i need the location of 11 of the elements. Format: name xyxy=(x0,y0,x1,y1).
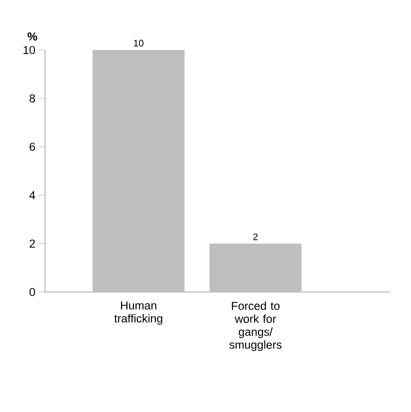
x-tick-label: Human trafficking xyxy=(114,302,162,325)
y-tick-label: 6 xyxy=(30,142,35,151)
y-tick-label: 4 xyxy=(29,191,36,200)
y-tick-label: 10 xyxy=(24,46,36,54)
data-label: 10 xyxy=(134,40,144,46)
y-tick-label: 2 xyxy=(30,240,35,248)
x-tick-label: Forced to work for gangs/ smugglers xyxy=(229,302,282,352)
y-tick-label: 8 xyxy=(30,94,35,102)
y-axis-title: % xyxy=(28,32,38,40)
data-label: 2 xyxy=(253,233,258,240)
y-tick-label: 0 xyxy=(30,288,36,296)
